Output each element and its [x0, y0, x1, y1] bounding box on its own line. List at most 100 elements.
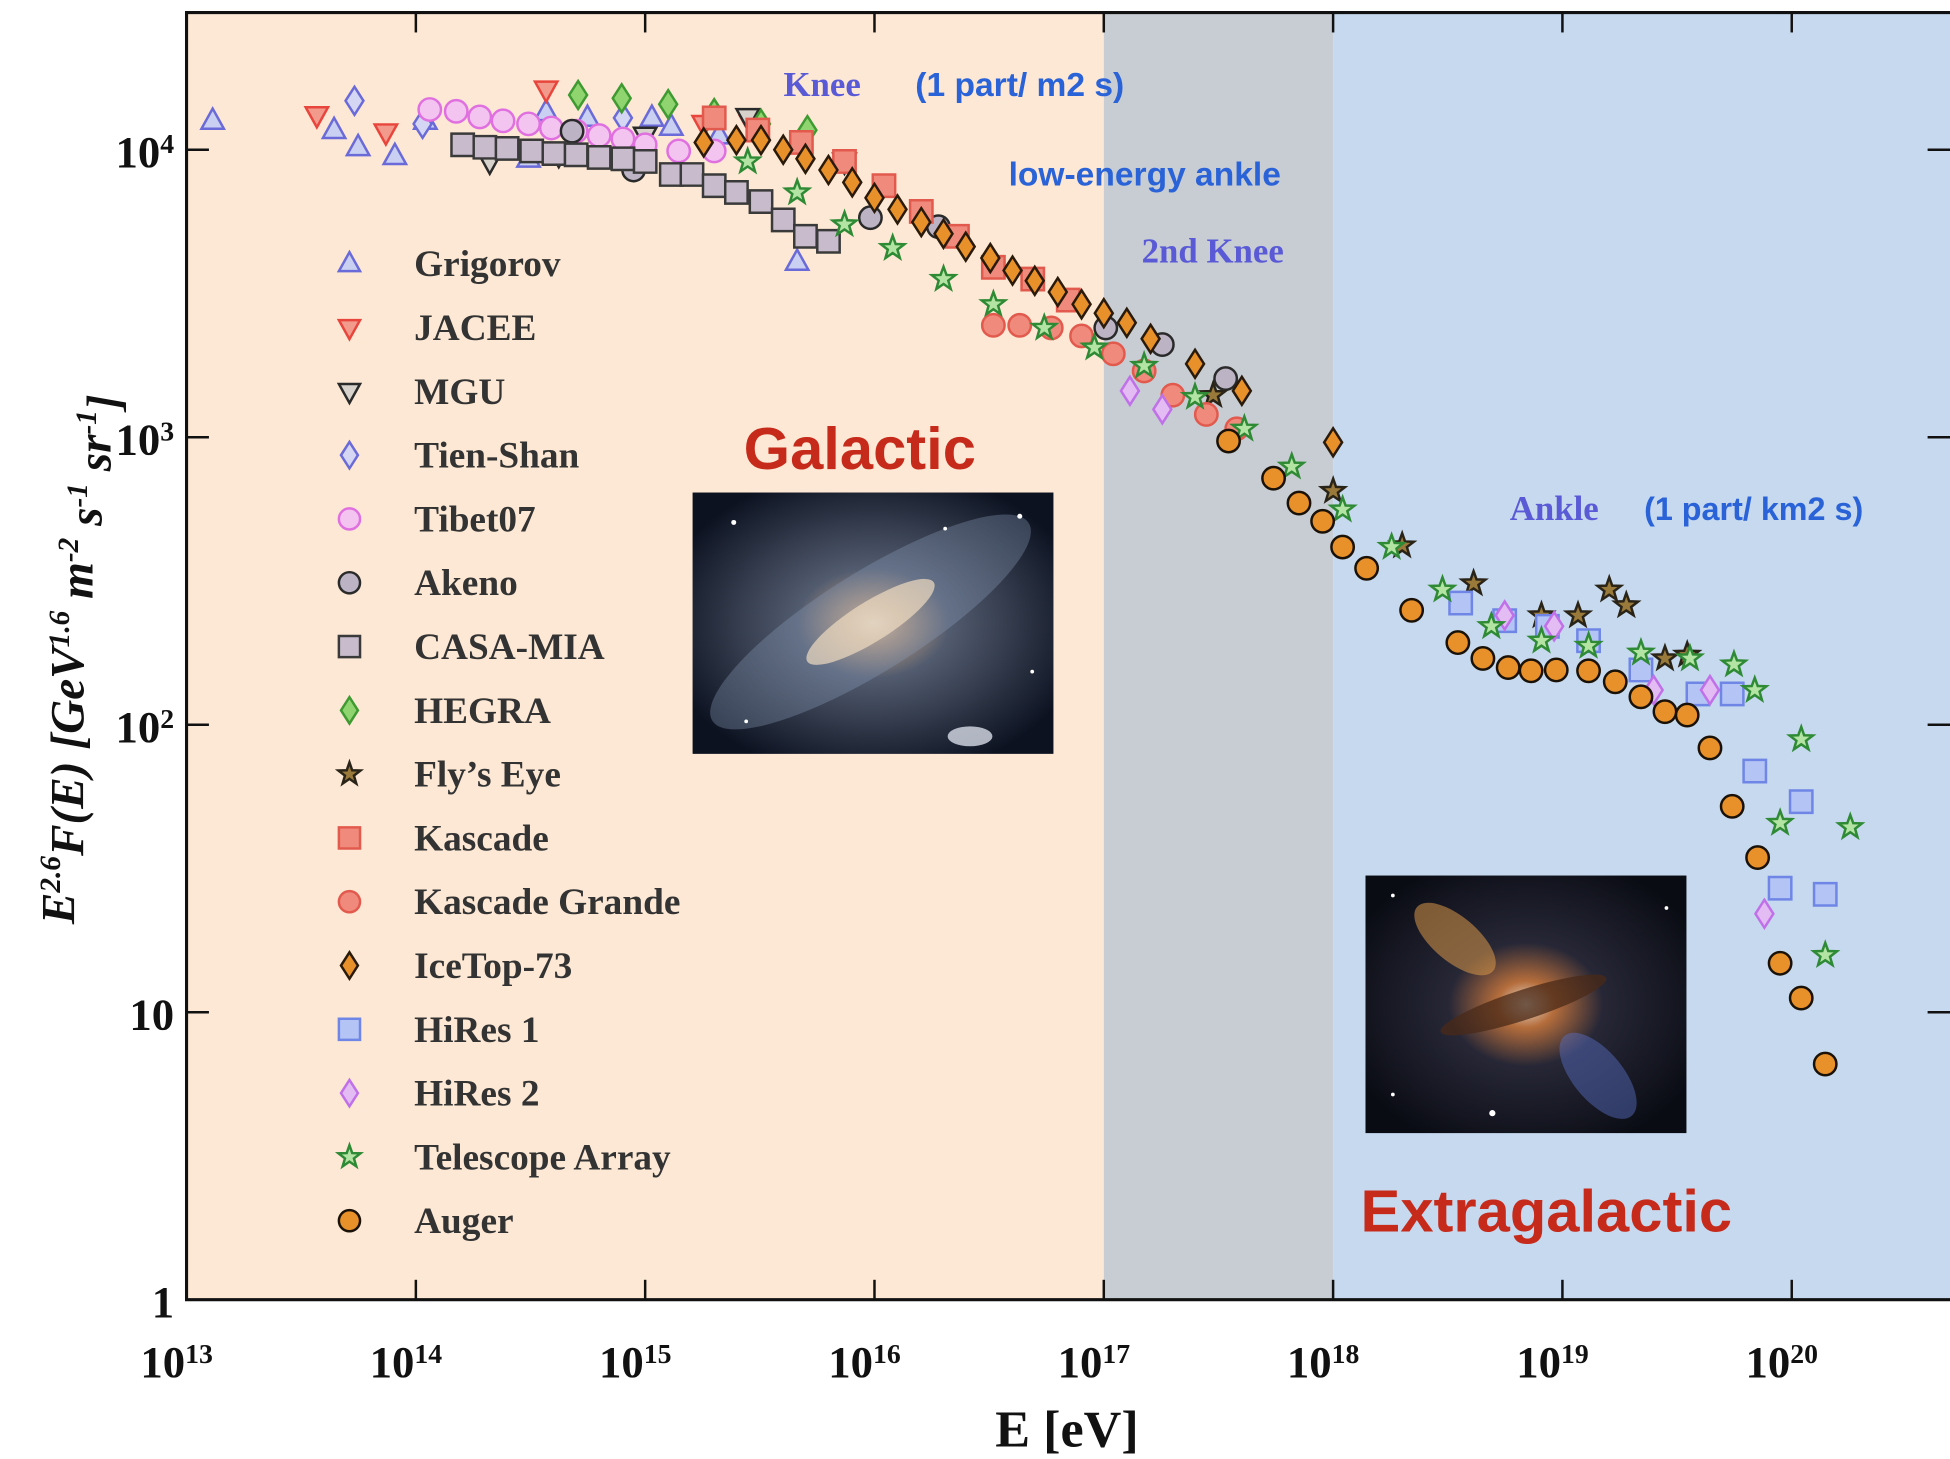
- text-part: 10: [599, 1337, 644, 1387]
- data-point: [1718, 648, 1750, 678]
- data-point: [1697, 735, 1723, 761]
- data-point: [1354, 555, 1380, 581]
- text-part: 10: [129, 990, 174, 1040]
- data-point: [1652, 699, 1678, 725]
- legend-label: Fly’s Eye: [414, 755, 561, 796]
- data-point: [538, 115, 564, 141]
- data-point: [490, 108, 516, 134]
- superscript: -1: [62, 483, 94, 507]
- data-point: [610, 146, 636, 172]
- legend-marker: [336, 382, 363, 406]
- data-point: [1184, 347, 1206, 381]
- text-part: 10: [1287, 1337, 1332, 1387]
- data-point: [1376, 531, 1407, 561]
- data-point: [657, 87, 679, 121]
- data-point: [1079, 331, 1110, 361]
- legend-label: Telescope Array: [414, 1137, 671, 1178]
- data-point: [955, 230, 977, 263]
- data-point: [1119, 374, 1141, 408]
- data-point: [1764, 807, 1796, 836]
- legend-marker: [337, 889, 362, 914]
- data-point: [1643, 673, 1665, 707]
- data-point: [1745, 845, 1771, 871]
- data-point: [1399, 597, 1425, 623]
- data-point: [1327, 493, 1358, 523]
- annotation: low-energy ankle: [1009, 156, 1281, 193]
- data-point: [1649, 642, 1681, 672]
- text-part: ]: [79, 394, 131, 413]
- data-point: [857, 205, 883, 231]
- data-marks: [199, 78, 1866, 1077]
- data-point: [417, 97, 443, 122]
- data-point: [1494, 599, 1516, 632]
- annotation: (1 part/ km2 s): [1644, 491, 1863, 527]
- data-point: [1029, 311, 1060, 341]
- axes: [184, 10, 1950, 1302]
- data-point: [1229, 412, 1260, 442]
- data-point: [1786, 723, 1817, 753]
- legend-marker: [337, 570, 362, 595]
- annotation: Ankle: [1510, 489, 1599, 528]
- legend-marker: [336, 249, 363, 273]
- legend-label: Tibet07: [414, 499, 536, 540]
- data-point: [1788, 985, 1814, 1011]
- data-point: [372, 123, 400, 148]
- superscript: 4: [160, 129, 174, 160]
- data-point: [979, 241, 1001, 275]
- data-point: [1140, 322, 1162, 356]
- text-part: 10: [140, 1337, 185, 1387]
- data-point: [1674, 642, 1706, 672]
- data-point: [1286, 490, 1312, 516]
- superscript: 17: [1102, 1339, 1130, 1370]
- data-point: [443, 98, 469, 124]
- y-tick-label: 10: [129, 990, 174, 1040]
- x-tick-label: 1018: [1287, 1337, 1360, 1387]
- x-tick-label: 1014: [370, 1337, 443, 1387]
- data-point: [1071, 287, 1093, 321]
- data-point: [1128, 349, 1160, 379]
- data-point: [1330, 534, 1356, 560]
- data-point: [381, 141, 409, 166]
- text-part: 10: [370, 1337, 415, 1387]
- y-tick-label: 104: [115, 127, 174, 177]
- data-point: [516, 111, 541, 137]
- pictures: [692, 492, 1687, 1134]
- legend-marker: [336, 318, 363, 342]
- legend-label: Kascade: [414, 818, 549, 859]
- data-point: [559, 118, 585, 144]
- data-point: [467, 104, 493, 130]
- annotation: Knee: [783, 65, 860, 104]
- superscript: 2: [160, 704, 174, 735]
- shaded-region: [1103, 12, 1334, 1300]
- text-part: 10: [1746, 1337, 1791, 1387]
- data-point: [1231, 374, 1253, 408]
- y-axis-label: E2.6F(E) [GeV1.6 m-2 s-1 sr-1]: [34, 394, 131, 925]
- legend-marker: [337, 1017, 362, 1042]
- data-point: [877, 232, 908, 262]
- legend-label: Akeno: [414, 563, 518, 604]
- data-point: [732, 145, 763, 175]
- data-point: [1322, 426, 1344, 459]
- text-part: 10: [115, 415, 160, 465]
- data-point: [723, 180, 749, 205]
- data-point: [586, 123, 612, 149]
- data-point: [887, 193, 908, 226]
- data-point: [1047, 275, 1069, 309]
- data-point: [1739, 674, 1770, 704]
- legend-label: MGU: [414, 372, 505, 413]
- y-tick-label: 1: [152, 1277, 174, 1327]
- data-point: [1317, 474, 1349, 504]
- legend-marker: [334, 1141, 365, 1170]
- data-point: [679, 162, 705, 187]
- legend-marker: [339, 1077, 360, 1109]
- superscript: 20: [1790, 1339, 1818, 1370]
- data-point: [1810, 939, 1841, 969]
- x-tick-label: 1017: [1058, 1337, 1131, 1387]
- x-tick-label: 1013: [140, 1337, 213, 1387]
- data-point: [1216, 428, 1241, 454]
- data-point: [1699, 673, 1721, 707]
- legend-label: JACEE: [414, 308, 536, 349]
- data-point: [795, 142, 816, 176]
- galaxy-picture: [692, 492, 1054, 754]
